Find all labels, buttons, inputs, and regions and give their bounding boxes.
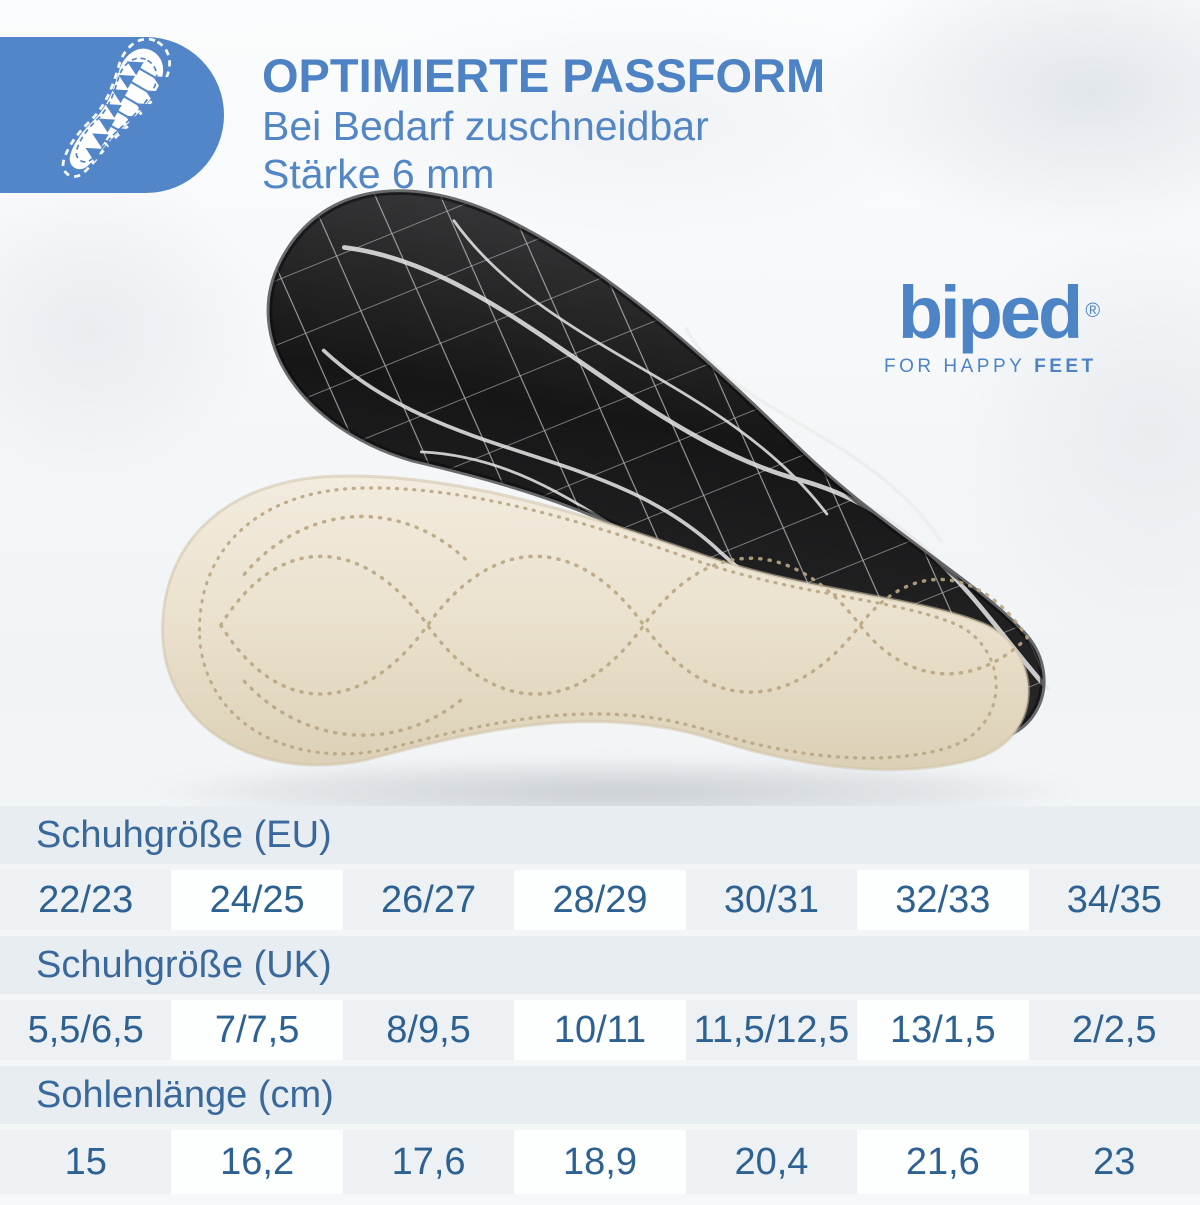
- size-table-group-cm: Sohlenlänge (cm) 15 16,2 17,6 18,9 20,4 …: [0, 1066, 1200, 1194]
- table-cell: 11,5/12,5: [685, 1000, 858, 1060]
- feature-subtitle-2: Stärke 6 mm: [262, 151, 495, 197]
- table-cell: 24/25: [171, 870, 343, 930]
- table-cell: 18,9: [514, 1130, 686, 1194]
- size-table-group-eu: Schuhgröße (EU) 22/23 24/25 26/27 28/29 …: [0, 806, 1200, 930]
- registered-trademark-symbol: ®: [1085, 300, 1101, 322]
- quilt-stitching: [197, 486, 1029, 760]
- table-cell: 16,2: [171, 1130, 343, 1194]
- size-table-header-uk: Schuhgröße (UK): [0, 936, 1200, 994]
- table-cell: 7/7,5: [171, 1000, 343, 1060]
- cuttable-insole-icon: [55, 37, 182, 193]
- felt-insole: [160, 474, 1030, 772]
- size-table: Schuhgröße (EU) 22/23 24/25 26/27 28/29 …: [0, 806, 1200, 1194]
- table-cell: 22/23: [0, 870, 172, 930]
- table-cell: 20,4: [685, 1130, 858, 1194]
- brand-tagline: FOR HAPPY FEET: [884, 356, 1097, 377]
- table-cell: 13/1,5: [857, 1000, 1029, 1060]
- table-cell: 5,5/6,5: [0, 1000, 172, 1060]
- size-table-header-eu: Schuhgröße (EU): [0, 806, 1200, 864]
- table-cell: 34/35: [1028, 870, 1200, 930]
- size-table-row-cm: 15 16,2 17,6 18,9 20,4 21,6 23: [0, 1130, 1200, 1194]
- feature-badge: [0, 37, 224, 193]
- size-table-row-uk: 5,5/6,5 7/7,5 8/9,5 10/11 11,5/12,5 13/1…: [0, 1000, 1200, 1060]
- table-cell: 8/9,5: [342, 1000, 515, 1060]
- brand-wordmark: biped ®: [897, 271, 1101, 354]
- table-cell: 17,6: [342, 1130, 515, 1194]
- table-cell: 15: [0, 1130, 172, 1194]
- feature-text-block: OPTIMIERTE PASSFORM Bei Bedarf zuschneid…: [262, 50, 825, 198]
- table-cell: 10/11: [514, 1000, 686, 1060]
- table-cell: 28/29: [514, 870, 686, 930]
- size-table-header-cm: Sohlenlänge (cm): [0, 1066, 1200, 1124]
- table-cell: 32/33: [857, 870, 1029, 930]
- brand-logo: biped ® FOR HAPPY FEET: [884, 271, 1101, 378]
- feature-title: OPTIMIERTE PASSFORM: [262, 49, 826, 102]
- size-table-row-eu: 22/23 24/25 26/27 28/29 30/31 32/33 34/3…: [0, 870, 1200, 930]
- table-cell: 23: [1028, 1130, 1200, 1194]
- table-cell: 26/27: [342, 870, 515, 930]
- feature-subtitle-1: Bei Bedarf zuschneidbar: [262, 103, 709, 149]
- table-cell: 30/31: [685, 870, 858, 930]
- table-cell: 2/2,5: [1028, 1000, 1200, 1060]
- size-table-group-uk: Schuhgröße (UK) 5,5/6,5 7/7,5 8/9,5 10/1…: [0, 936, 1200, 1060]
- table-cell: 21,6: [857, 1130, 1029, 1194]
